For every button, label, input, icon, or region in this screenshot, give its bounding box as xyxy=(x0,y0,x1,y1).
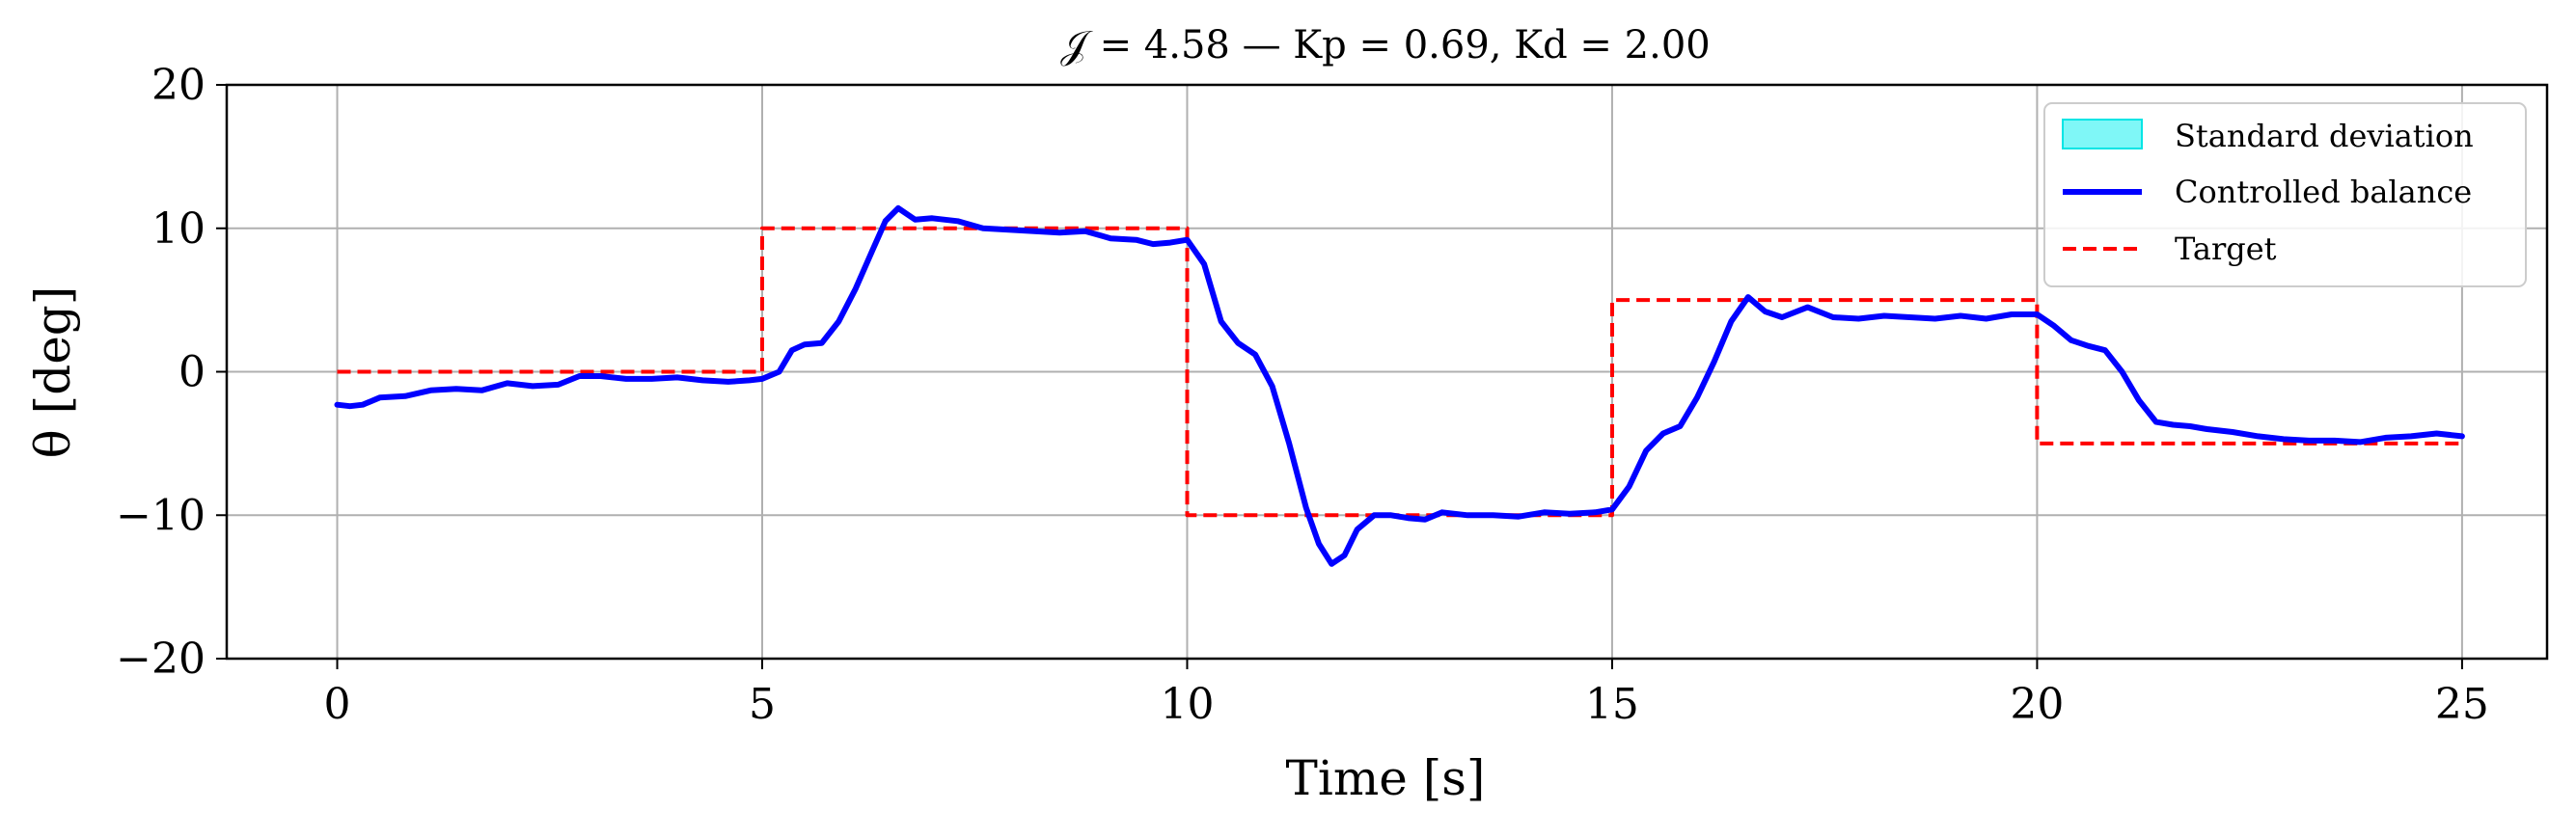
x-axis-label: Time [s] xyxy=(1286,750,1486,806)
legend-label-standard-deviation: Standard deviation xyxy=(2175,118,2474,154)
y-tick-label: 10 xyxy=(151,204,206,254)
y-axis-label: θ [deg] xyxy=(25,286,81,459)
y-tick-label: 0 xyxy=(178,348,206,397)
y-tick-label: −10 xyxy=(116,491,206,540)
legend-box xyxy=(2043,102,2527,287)
plot-series xyxy=(334,204,2465,567)
chart-legend: Standard deviation Controlled balance Ta… xyxy=(2043,102,2527,287)
series-line-controlled-balance xyxy=(334,204,2465,567)
series-line-target xyxy=(337,226,2462,518)
legend-label-controlled-balance: Controlled balance xyxy=(2175,174,2472,210)
axis-ticks: 0 5 10 15 20 25 −20 −10 0 10 20 xyxy=(116,61,2489,729)
chart-title: 𝒥 = 4.58 — Kp = 0.69, Kd = 2.00 xyxy=(1060,23,1710,68)
y-tick-label: −20 xyxy=(116,635,206,684)
x-tick-label: 20 xyxy=(2010,680,2064,729)
x-tick-label: 5 xyxy=(749,680,776,729)
x-tick-label: 25 xyxy=(2435,680,2489,729)
x-tick-label: 10 xyxy=(1160,680,1214,729)
legend-label-target: Target xyxy=(2175,230,2277,267)
legend-swatch-standard-deviation xyxy=(2062,119,2143,149)
y-tick-label: 20 xyxy=(151,61,206,110)
x-tick-label: 0 xyxy=(324,680,351,729)
x-tick-label: 15 xyxy=(1585,680,1639,729)
